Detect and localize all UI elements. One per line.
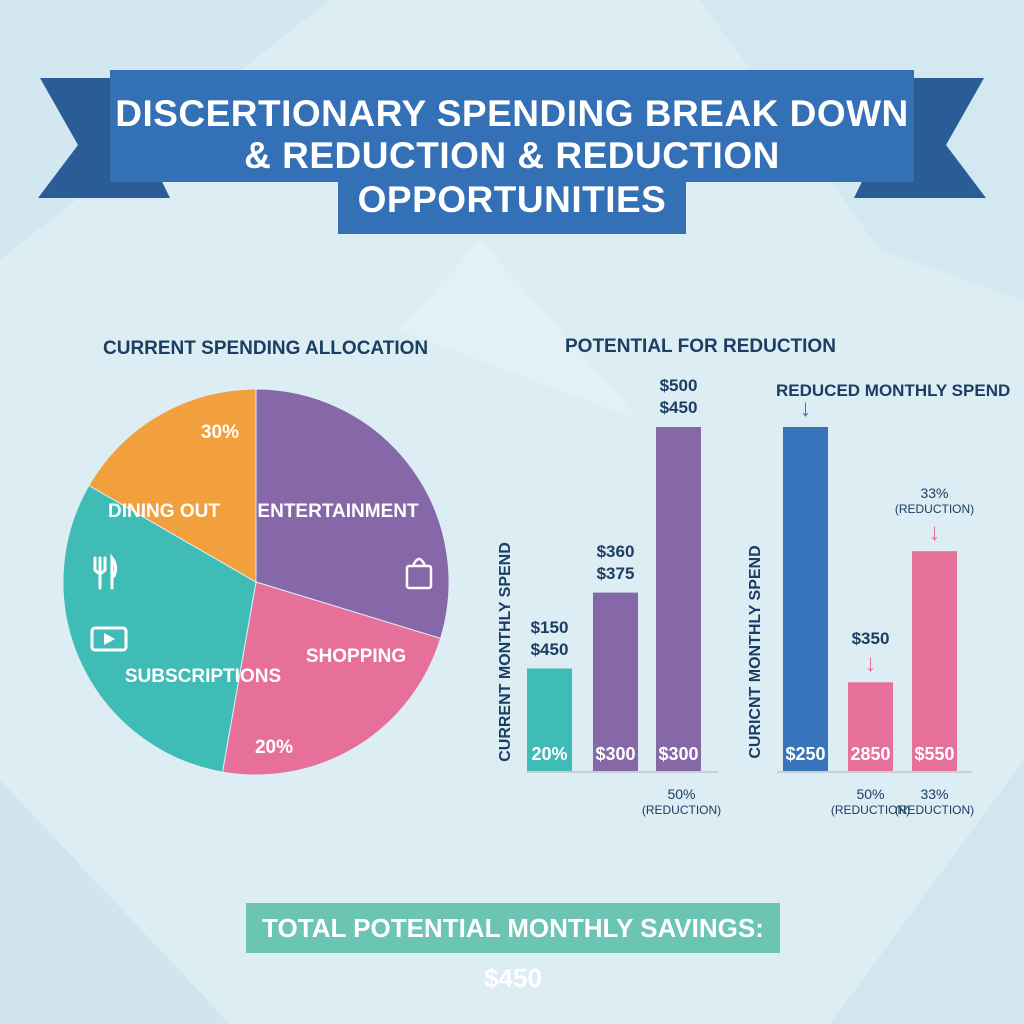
ribbon-band-lower	[338, 168, 686, 234]
bar-value-label: $300	[658, 744, 699, 764]
bar-chart-2-title: REDUCED MONTHLY SPEND	[776, 381, 1011, 400]
bar-3	[912, 551, 957, 772]
bar-chart-potential	[527, 427, 701, 772]
pie-label-subscriptions: SUBSCRIPTIONS	[124, 666, 282, 687]
pie-slice-dining-out	[88, 388, 257, 583]
pie-chart	[62, 388, 450, 776]
pie-chart-title: CURRENT SPENDING ALLOCATION	[103, 338, 429, 359]
bar-value-label: 2850	[850, 744, 891, 764]
pie-label-entertainment: ENTERTAINMENT	[257, 501, 419, 522]
pie-pct-dining: 30%	[200, 422, 240, 443]
title-line-3: OPPORTUNITIES	[357, 179, 667, 220]
bar-chart-1-ylabel: CURRENT MONTHLY SPEND	[497, 542, 514, 762]
title-line-2: & REDUCTION & REDUCTION	[244, 135, 780, 176]
bar-top-label: $150 $450	[530, 617, 569, 659]
reduction-note: 33% (REDUCTION)	[894, 786, 975, 817]
bar-top-label: $350	[851, 629, 890, 649]
bar-1	[783, 427, 828, 772]
pie-slice-entertainment	[255, 388, 450, 640]
shopping-bag-icon	[405, 557, 433, 590]
bar-2	[593, 592, 638, 772]
bar-1	[527, 668, 572, 772]
video-ticket-icon	[90, 626, 128, 652]
down-arrow-icon: ↓	[864, 650, 877, 678]
bar-chart-1-title: POTENTIAL FOR REDUCTION	[565, 336, 836, 357]
bg-facet	[400, 240, 640, 420]
down-arrow-icon: ↓	[799, 395, 812, 422]
down-arrow-icon: ↓	[928, 519, 941, 547]
bg-facet	[830, 760, 1024, 1024]
ribbon-band	[110, 70, 914, 182]
bar-chart-2-ylabel: CURICNT MONTHLY SPEND	[747, 545, 764, 759]
bar-top-label: $500 $450	[659, 376, 698, 417]
total-savings-banner: TOTAL POTENTIAL MONTHLY SAVINGS: $450	[246, 903, 780, 993]
bar-chart-reduced	[783, 427, 957, 772]
bar-top-label: 33% (REDUCTION)	[894, 485, 975, 517]
pie-label-dining-out: DINING OUT	[108, 501, 220, 522]
pie-label-shopping: SHOPPING	[305, 646, 407, 667]
pie-pct-subscriptions: 20%	[254, 737, 294, 758]
reduction-note: 50% (REDUCTION)	[830, 786, 911, 817]
bar-value-label: $300	[595, 744, 636, 764]
pie-slice-shopping	[221, 581, 442, 776]
bar-value-label: $550	[914, 744, 955, 764]
reduction-note: 50% (REDUCTION)	[641, 786, 722, 817]
bar-3	[656, 427, 701, 772]
bg-facet	[0, 780, 230, 1024]
bar-value-label: 20%	[531, 744, 568, 764]
title-line-1: DISCERTIONARY SPENDING BREAK DOWN	[115, 93, 909, 134]
fork-knife-icon	[93, 553, 118, 590]
bar-2	[848, 682, 893, 772]
bar-top-label: $360 $375	[596, 541, 635, 583]
bar-value-label: $250	[785, 744, 826, 764]
